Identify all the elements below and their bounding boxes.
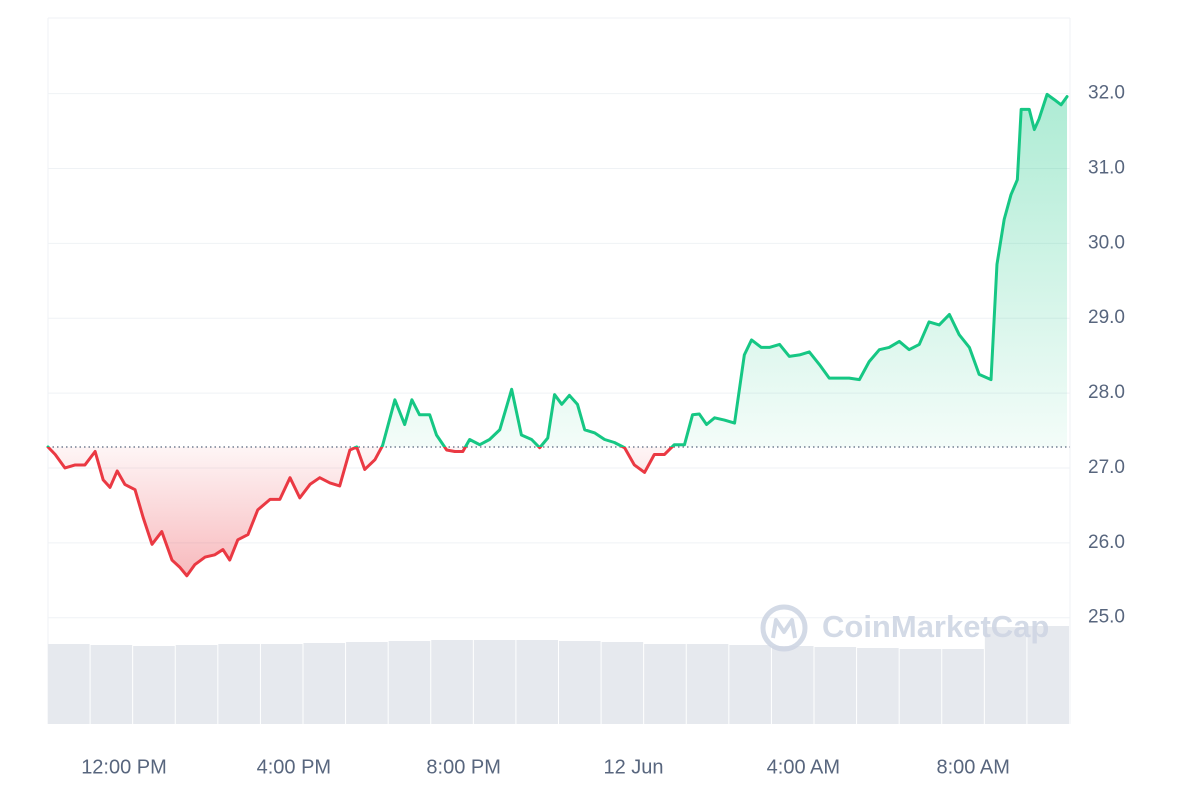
y-tick-label: 31.0 bbox=[1088, 157, 1125, 178]
volume-bar bbox=[857, 648, 899, 724]
y-tick-label: 29.0 bbox=[1088, 307, 1125, 328]
price-line bbox=[46, 92, 1069, 578]
x-tick-label: 12:00 PM bbox=[81, 756, 167, 778]
volume-bar bbox=[899, 649, 942, 724]
volume-bar bbox=[303, 643, 346, 724]
y-tick-label: 30.0 bbox=[1088, 232, 1125, 253]
volume-bar bbox=[431, 640, 473, 724]
watermark: CoinMarketCap bbox=[760, 604, 1049, 652]
price-area bbox=[48, 94, 1068, 576]
volume-bar bbox=[218, 644, 260, 724]
volume-bar bbox=[984, 627, 1027, 724]
y-tick-label: 27.0 bbox=[1088, 457, 1125, 478]
x-tick-label: 4:00 AM bbox=[767, 756, 840, 778]
x-tick-label: 8:00 PM bbox=[426, 756, 500, 778]
volume-bar bbox=[814, 647, 857, 724]
y-tick-label: 32.0 bbox=[1088, 83, 1125, 104]
volume-bar bbox=[175, 645, 218, 724]
volume-bar bbox=[601, 642, 644, 724]
volume-bar bbox=[644, 644, 686, 724]
volume-bar bbox=[260, 644, 303, 724]
volume-bar bbox=[48, 644, 90, 724]
watermark-logo-m bbox=[771, 618, 797, 639]
volume-bar bbox=[516, 640, 558, 724]
volume-bar bbox=[133, 646, 175, 724]
watermark-text: CoinMarketCap bbox=[822, 609, 1049, 644]
volume-bar bbox=[346, 642, 388, 724]
x-tick-label: 12 Jun bbox=[603, 756, 663, 778]
volume-bar bbox=[1027, 626, 1069, 724]
y-tick-label: 26.0 bbox=[1088, 532, 1125, 553]
volume-bar bbox=[90, 645, 133, 724]
y-tick-label: 25.0 bbox=[1088, 607, 1125, 628]
volume-bar bbox=[473, 640, 516, 724]
watermark-logo bbox=[760, 604, 808, 652]
volume-bar bbox=[729, 645, 771, 724]
volume-bar bbox=[388, 641, 431, 724]
volume-bar bbox=[771, 646, 814, 724]
x-tick-label: 4:00 PM bbox=[257, 756, 331, 778]
volume-bar bbox=[942, 649, 984, 724]
volume-bar bbox=[559, 641, 601, 724]
volume-bar bbox=[686, 644, 729, 724]
y-tick-label: 28.0 bbox=[1088, 382, 1125, 403]
x-tick-label: 8:00 AM bbox=[936, 756, 1009, 778]
